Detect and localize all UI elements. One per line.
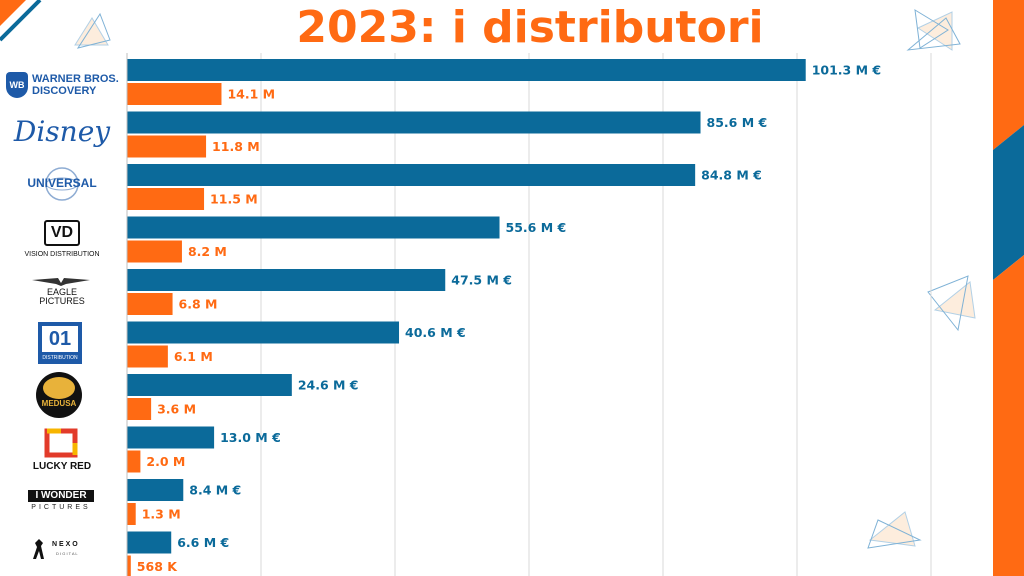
medusa-badge-icon: MEDUSA bbox=[36, 372, 82, 418]
o1-box: 01 DISTRIBUTION bbox=[38, 322, 82, 364]
medusa-head-icon bbox=[43, 377, 75, 399]
data-label-revenue: 8.4 M € bbox=[189, 483, 241, 498]
iwonder-text-line1: I WONDER bbox=[28, 490, 94, 502]
logo-nexo-digital: N E X O D I G I T A L bbox=[0, 535, 124, 563]
disney-wordmark: Disney bbox=[13, 115, 111, 148]
orange-stripe-top bbox=[993, 0, 1024, 150]
logo-i-wonder-pictures: I WONDER PICTURES bbox=[0, 490, 124, 516]
data-label-admissions: 8.2 M bbox=[188, 244, 227, 259]
bar-revenue bbox=[127, 59, 806, 81]
bar-revenue bbox=[127, 111, 701, 134]
logo-medusa: MEDUSA bbox=[0, 372, 124, 418]
lucky-red-frame-icon bbox=[44, 428, 78, 458]
triangle-deco-1 bbox=[74, 12, 111, 49]
o1-mark-icon: 01 bbox=[42, 326, 78, 352]
logo-01-distribution: 01 DISTRIBUTION bbox=[0, 322, 124, 364]
data-label-admissions: 2.0 M bbox=[146, 454, 185, 469]
logo-disney: Disney bbox=[0, 112, 124, 152]
data-label-admissions: 11.5 M bbox=[210, 192, 258, 207]
bar-admissions bbox=[127, 135, 207, 158]
orange-stripe-bottom bbox=[993, 255, 1024, 576]
wb-text-line2: DISCOVERY bbox=[32, 85, 97, 97]
o1-text: DISTRIBUTION bbox=[42, 355, 78, 361]
vision-vd-icon: VD bbox=[44, 220, 80, 246]
wb-text-line1: WARNER BROS. bbox=[32, 73, 119, 85]
data-label-admissions: 14.1 M bbox=[227, 87, 275, 102]
bar-admissions bbox=[127, 240, 182, 263]
data-label-revenue: 6.6 M € bbox=[177, 535, 229, 550]
data-label-revenue: 40.6 M € bbox=[405, 325, 466, 340]
bar-revenue bbox=[127, 321, 400, 344]
bar-admissions bbox=[127, 188, 205, 210]
data-label-admissions: 6.1 M bbox=[174, 349, 213, 364]
data-label-revenue: 47.5 M € bbox=[451, 273, 512, 288]
data-label-revenue: 13.0 M € bbox=[220, 430, 281, 445]
data-label-revenue: 84.8 M € bbox=[701, 168, 762, 183]
triangle-deco-3 bbox=[927, 275, 976, 332]
bar-admissions bbox=[127, 345, 168, 368]
bar-revenue bbox=[127, 479, 184, 501]
data-label-admissions: 1.3 M bbox=[142, 507, 181, 522]
data-label-admissions: 568 K bbox=[137, 559, 178, 574]
blue-stripe bbox=[993, 125, 1024, 280]
chart-title: 2023: i distributori bbox=[296, 2, 764, 53]
universal-globe-icon bbox=[45, 167, 79, 201]
data-label-revenue: 85.6 M € bbox=[707, 115, 768, 130]
data-label-revenue: 24.6 M € bbox=[298, 378, 359, 393]
data-label-admissions: 6.8 M bbox=[179, 297, 218, 312]
iwonder-text-line2: PICTURES bbox=[31, 504, 91, 511]
nexo-horse-icon bbox=[33, 539, 44, 559]
logo-universal: UNIVERSAL bbox=[0, 166, 124, 202]
eagle-wings-icon bbox=[32, 278, 90, 286]
universal-wordmark: UNIVERSAL bbox=[27, 176, 97, 190]
medusa-text: MEDUSA bbox=[41, 399, 77, 408]
top-left-corner-blue bbox=[0, 0, 42, 42]
bar-admissions bbox=[127, 450, 141, 473]
triangle-deco-2 bbox=[906, 9, 961, 51]
bar-admissions bbox=[127, 503, 136, 525]
vision-text: VISION DISTRIBUTION bbox=[24, 251, 100, 258]
nexo-text-line2: D I G I T A L bbox=[56, 551, 78, 556]
bar-revenue bbox=[127, 531, 172, 554]
top-left-corner-orange bbox=[0, 0, 26, 26]
eagle-text-line1: EAGLE bbox=[46, 287, 77, 297]
bar-revenue bbox=[127, 164, 696, 186]
data-label-admissions: 11.8 M bbox=[212, 139, 260, 154]
bar-admissions bbox=[127, 293, 173, 315]
logo-eagle-pictures: EAGLE PICTURES bbox=[0, 274, 124, 308]
eagle-text-line2: PICTURES bbox=[39, 296, 85, 306]
nexo-text-line1: N E X O bbox=[52, 541, 78, 548]
bar-admissions bbox=[127, 555, 131, 576]
data-label-revenue: 101.3 M € bbox=[812, 63, 881, 78]
bar-revenue bbox=[127, 374, 292, 396]
lucky-red-text: LUCKY RED bbox=[32, 461, 92, 472]
wb-shield-icon: WB bbox=[6, 72, 28, 98]
logo-vision-distribution: VD VISION DISTRIBUTION bbox=[0, 220, 124, 260]
bar-revenue bbox=[127, 269, 446, 291]
data-label-revenue: 55.6 M € bbox=[506, 220, 567, 235]
triangle-deco-4 bbox=[867, 511, 922, 549]
bar-revenue bbox=[127, 216, 500, 239]
bar-admissions bbox=[127, 398, 152, 420]
logo-warner-bros-discovery: WB WARNER BROS. DISCOVERY bbox=[0, 70, 124, 104]
bar-revenue bbox=[127, 426, 215, 449]
bar-admissions bbox=[127, 83, 222, 105]
logo-lucky-red: LUCKY RED bbox=[0, 428, 124, 474]
data-label-admissions: 3.6 M bbox=[157, 402, 196, 417]
